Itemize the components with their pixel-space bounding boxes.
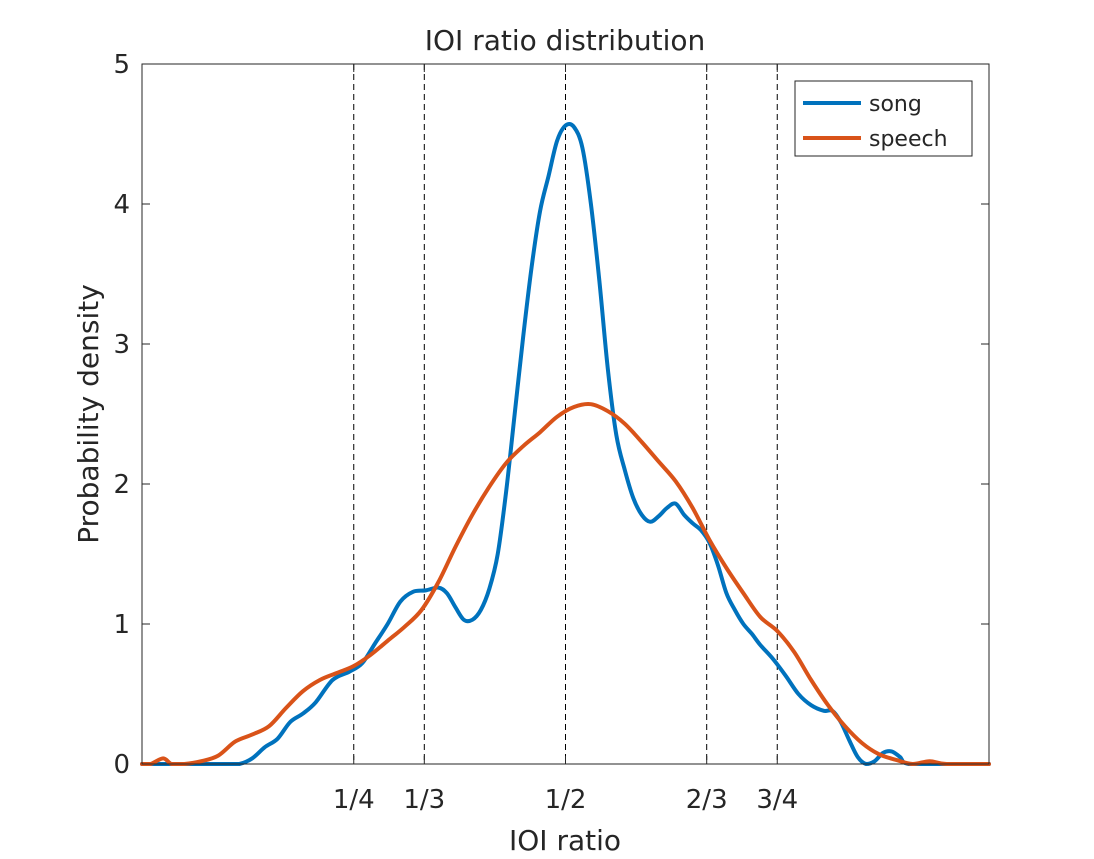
series-line-speech — [140, 402, 991, 766]
y-tick-label-1: 1 — [113, 610, 130, 640]
y-tick-label-0: 0 — [113, 750, 130, 780]
y-axis-title: Probability density — [72, 284, 105, 544]
y-axis-ticks: 0 1 2 3 4 5 — [113, 50, 989, 780]
y-tick-label-3: 3 — [113, 330, 130, 360]
x-tick-label-2: 1/2 — [545, 785, 587, 815]
y-tick-label-4: 4 — [113, 190, 130, 220]
x-tick-label-4: 3/4 — [756, 785, 798, 815]
series-lines — [140, 122, 991, 766]
x-tick-label-1: 1/3 — [403, 785, 445, 815]
y-tick-label-2: 2 — [113, 470, 130, 500]
x-axis-title: IOI ratio — [509, 824, 621, 857]
x-axis-ticks: 1/4 1/3 1/2 2/3 3/4 — [333, 64, 798, 815]
x-tick-label-0: 1/4 — [333, 785, 375, 815]
y-tick-label-5: 5 — [113, 50, 130, 80]
legend: song speech — [794, 80, 973, 157]
legend-box — [794, 80, 973, 157]
chart-title: IOI ratio distribution — [425, 24, 705, 57]
legend-label-song: song — [869, 92, 922, 117]
x-tick-label-3: 2/3 — [686, 785, 728, 815]
legend-label-speech: speech — [869, 127, 948, 152]
reference-lines — [353, 64, 778, 764]
